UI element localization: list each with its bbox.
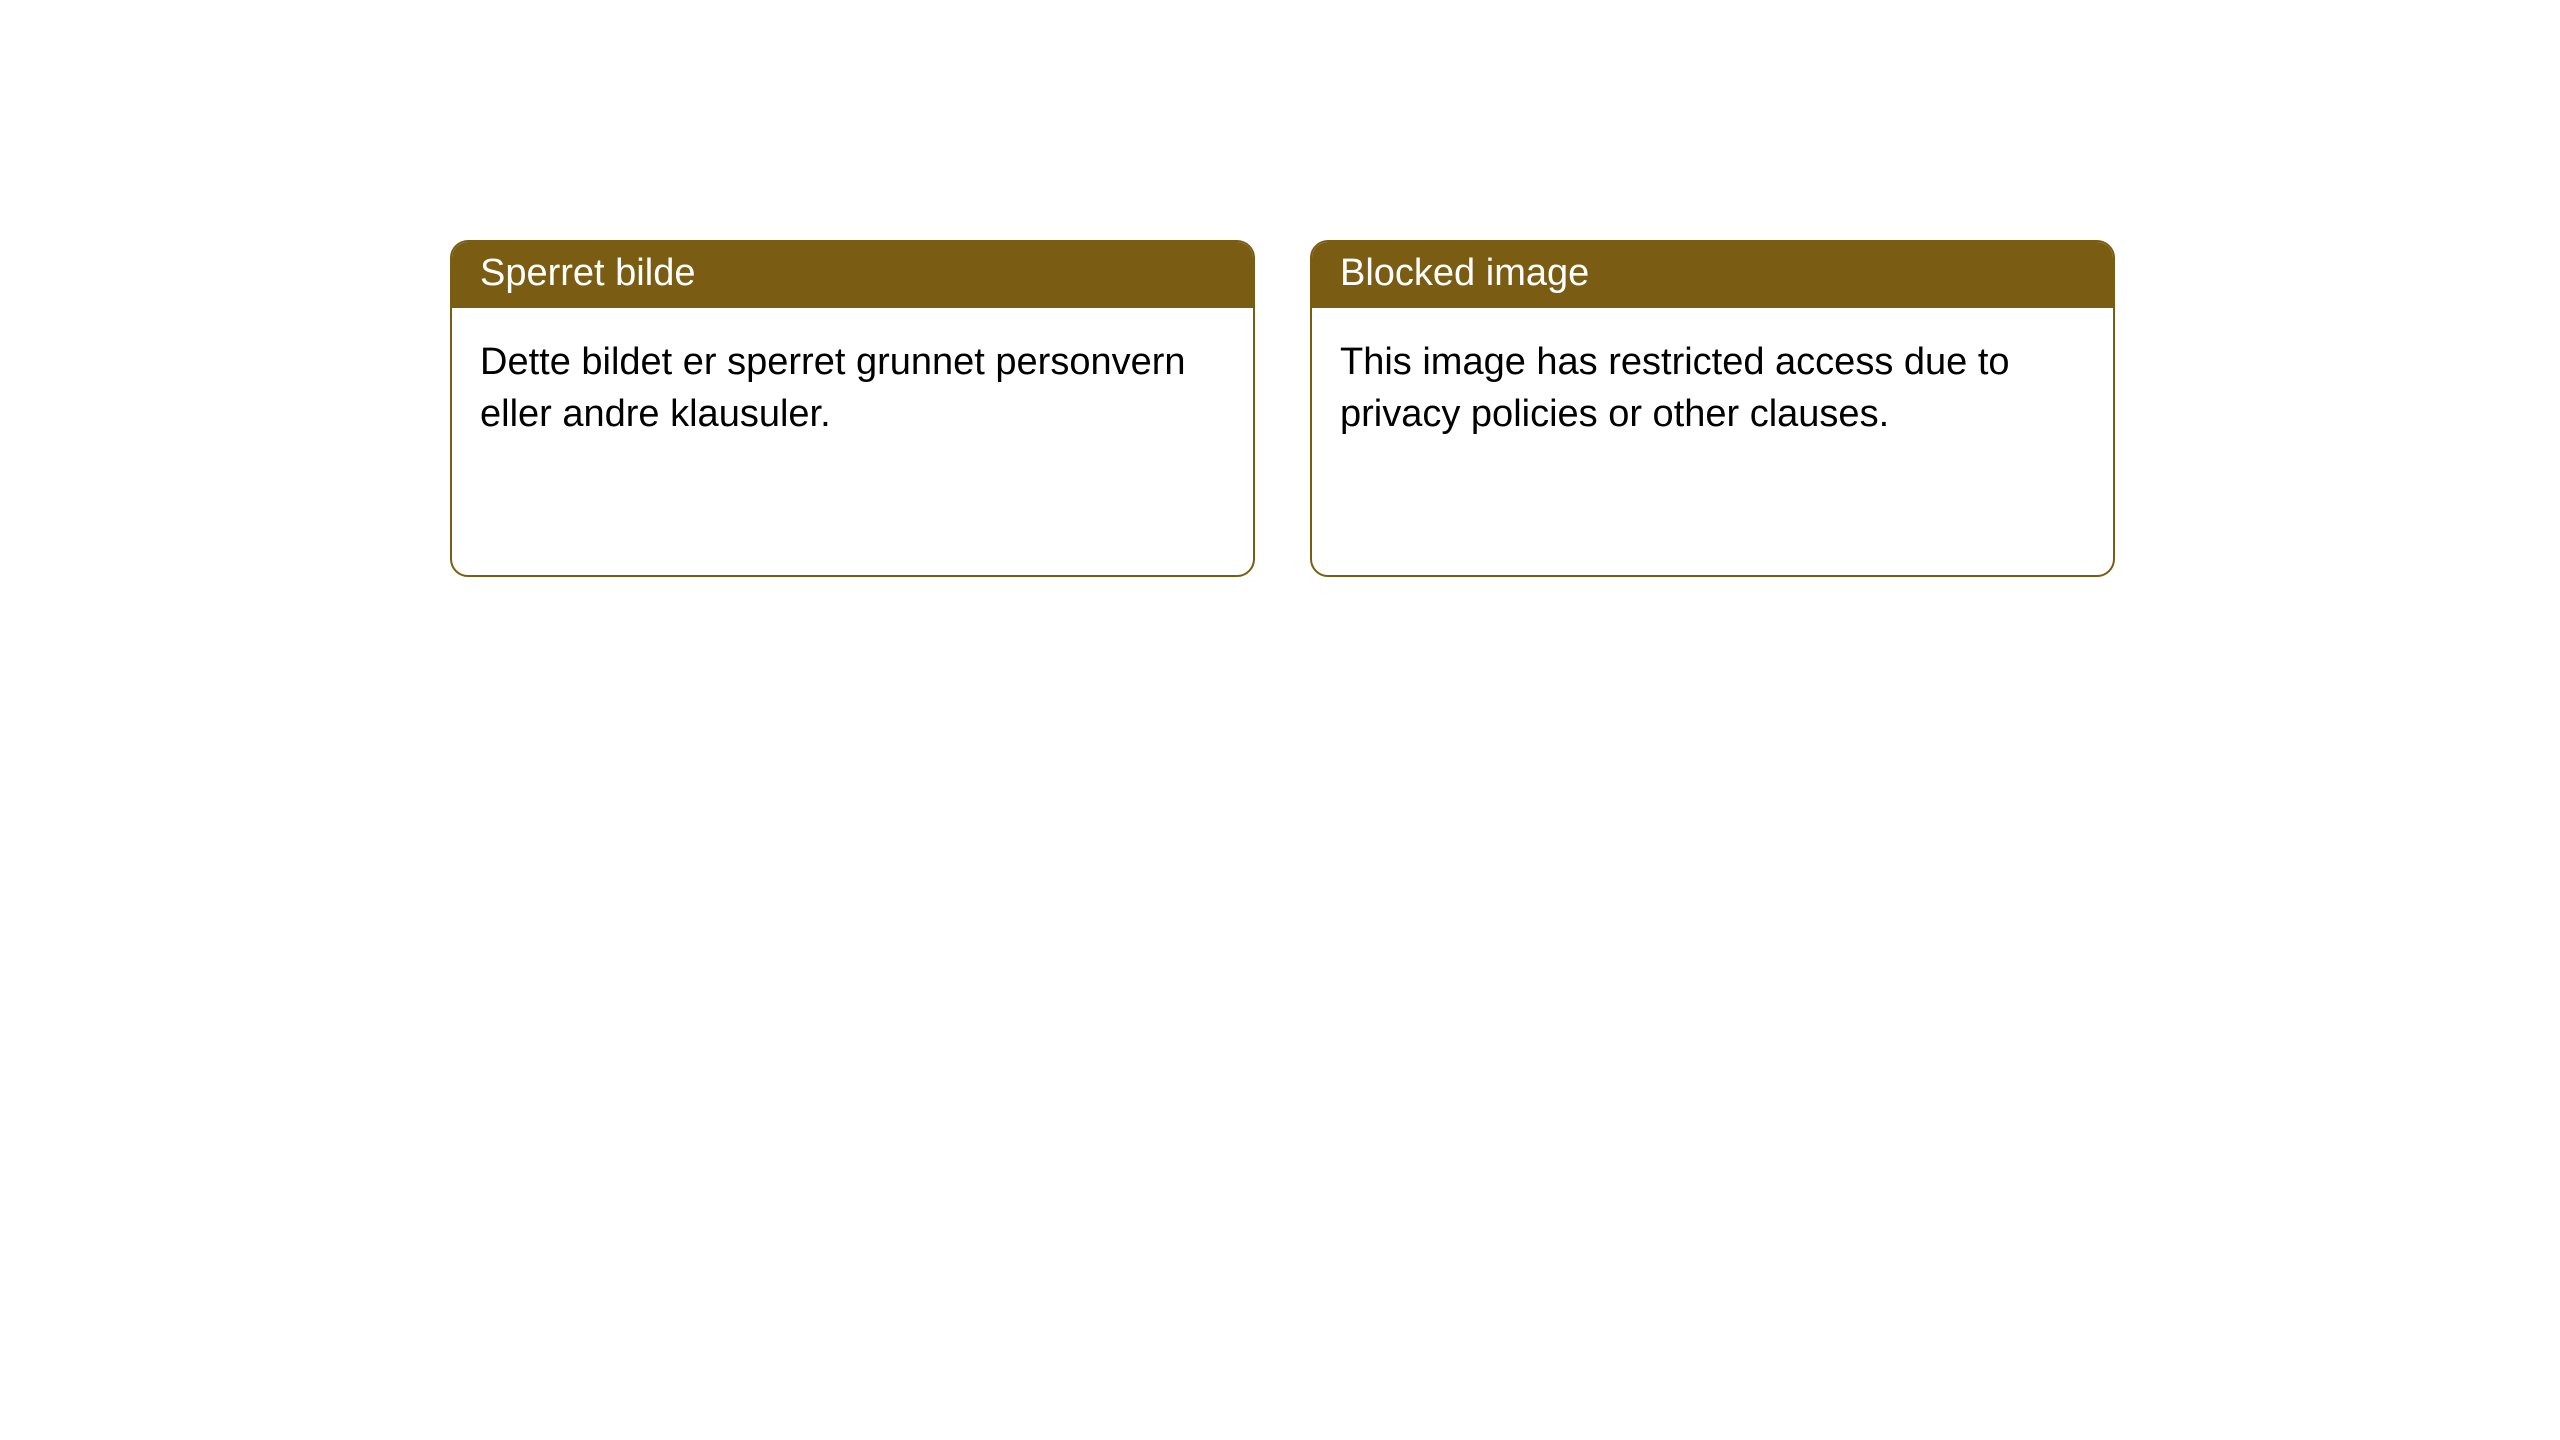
card-header: Sperret bilde xyxy=(452,242,1253,308)
card-header: Blocked image xyxy=(1312,242,2113,308)
card-title: Sperret bilde xyxy=(480,252,695,294)
card-body: Dette bildet er sperret grunnet personve… xyxy=(452,308,1253,468)
notice-cards-container: Sperret bilde Dette bildet er sperret gr… xyxy=(450,240,2115,577)
notice-card-english: Blocked image This image has restricted … xyxy=(1310,240,2115,577)
card-body-text: Dette bildet er sperret grunnet personve… xyxy=(480,341,1186,435)
card-title: Blocked image xyxy=(1340,252,1589,294)
card-body: This image has restricted access due to … xyxy=(1312,308,2113,468)
notice-card-norwegian: Sperret bilde Dette bildet er sperret gr… xyxy=(450,240,1255,577)
card-body-text: This image has restricted access due to … xyxy=(1340,341,2010,435)
